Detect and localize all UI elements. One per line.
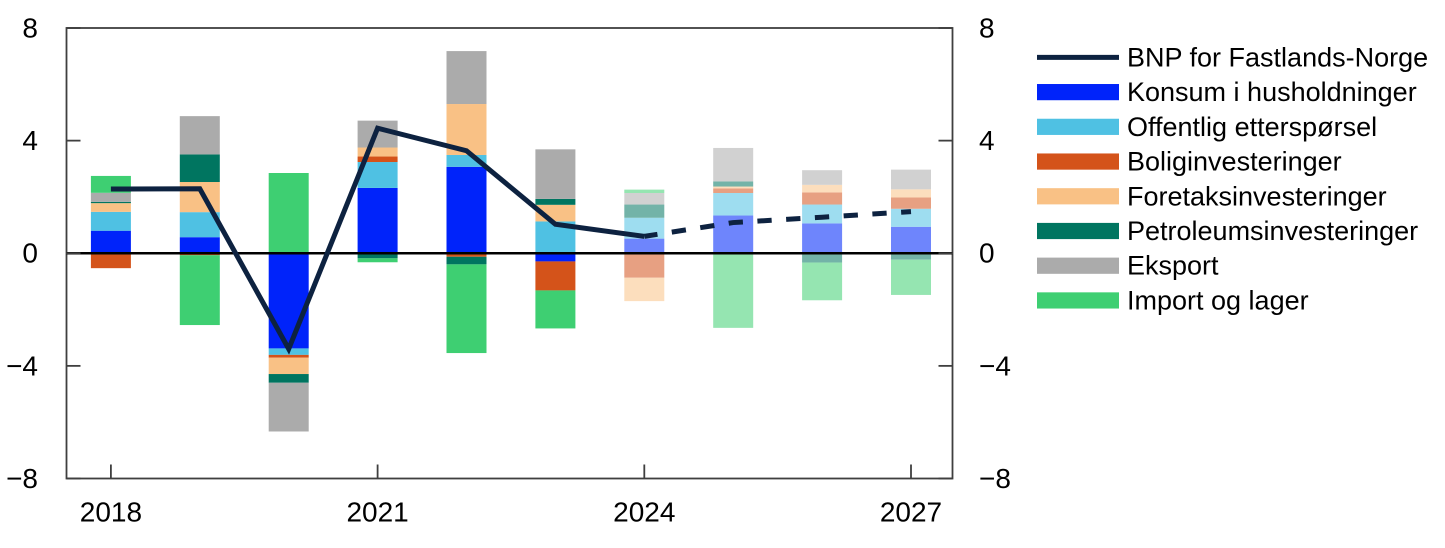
svg-text:8: 8 xyxy=(979,13,995,44)
svg-text:4: 4 xyxy=(22,125,38,156)
svg-text:Import og lager: Import og lager xyxy=(1127,285,1309,315)
svg-text:Petroleumsinvesteringer: Petroleumsinvesteringer xyxy=(1127,216,1418,246)
svg-text:Konsum i husholdninger: Konsum i husholdninger xyxy=(1127,77,1417,107)
svg-text:0: 0 xyxy=(979,238,995,269)
svg-text:Offentlig etterspørsel: Offentlig etterspørsel xyxy=(1127,112,1377,142)
svg-text:−4: −4 xyxy=(979,350,1011,381)
svg-text:4: 4 xyxy=(979,125,995,156)
svg-text:2027: 2027 xyxy=(880,497,942,528)
svg-text:2024: 2024 xyxy=(613,497,675,528)
svg-text:−8: −8 xyxy=(6,463,38,494)
svg-text:−8: −8 xyxy=(979,463,1011,494)
svg-text:Foretaksinvesteringer: Foretaksinvesteringer xyxy=(1127,181,1387,211)
svg-text:BNP for Fastlands-Norge: BNP for Fastlands-Norge xyxy=(1127,42,1428,72)
svg-text:2021: 2021 xyxy=(346,497,408,528)
svg-text:8: 8 xyxy=(22,13,38,44)
svg-text:0: 0 xyxy=(22,238,38,269)
svg-text:2018: 2018 xyxy=(80,497,142,528)
svg-text:−4: −4 xyxy=(6,350,38,381)
svg-text:Eksport: Eksport xyxy=(1127,251,1219,281)
svg-text:Boliginvesteringer: Boliginvesteringer xyxy=(1127,147,1342,177)
